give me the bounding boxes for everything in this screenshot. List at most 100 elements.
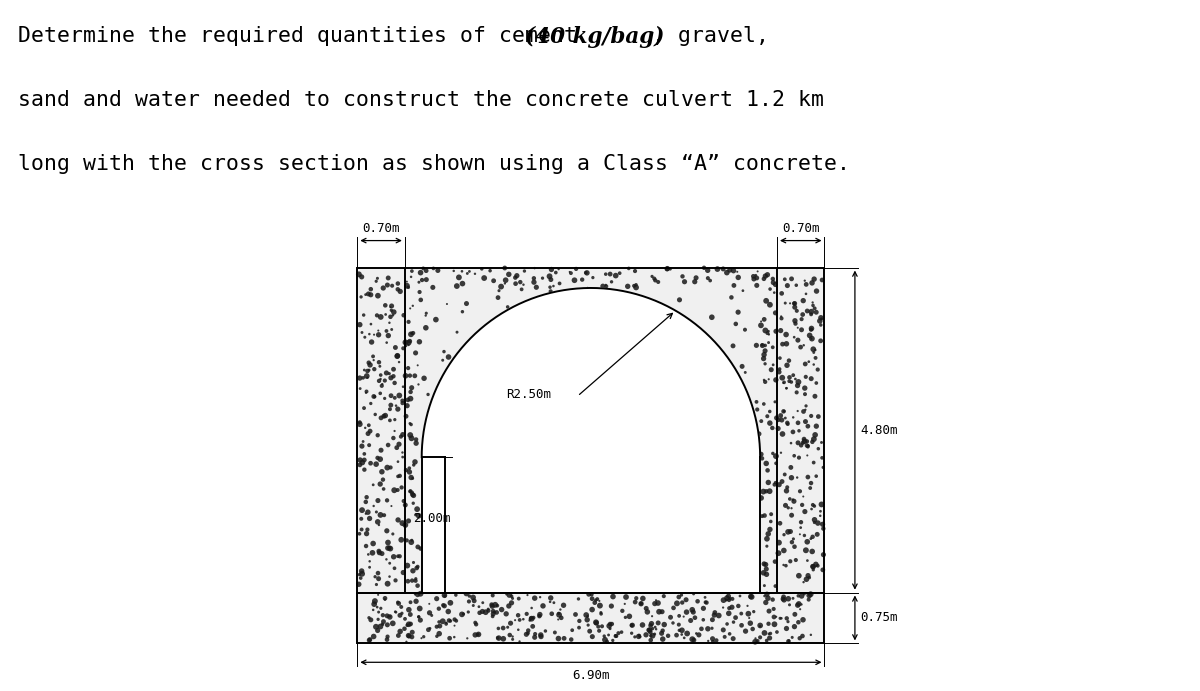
Point bbox=[403, 498, 422, 509]
Point bbox=[797, 436, 816, 447]
Point bbox=[757, 589, 776, 600]
Point bbox=[803, 297, 822, 308]
Point bbox=[388, 350, 407, 361]
Point bbox=[774, 377, 793, 388]
Point bbox=[760, 486, 779, 497]
Point bbox=[653, 634, 672, 645]
Point bbox=[356, 386, 376, 397]
Point bbox=[809, 443, 828, 454]
Point bbox=[814, 565, 833, 576]
Point bbox=[804, 565, 823, 576]
Point bbox=[364, 354, 383, 366]
Point bbox=[466, 630, 485, 641]
Point bbox=[408, 561, 427, 572]
Point bbox=[804, 300, 823, 311]
Point bbox=[739, 612, 758, 623]
Point bbox=[613, 605, 632, 616]
Point bbox=[802, 333, 821, 344]
Point bbox=[480, 265, 499, 276]
Point bbox=[779, 355, 798, 366]
Point bbox=[436, 591, 455, 602]
Point bbox=[796, 275, 815, 286]
Point bbox=[426, 314, 445, 325]
Point bbox=[349, 579, 368, 590]
Point bbox=[798, 421, 817, 432]
Point bbox=[791, 486, 810, 497]
Point bbox=[440, 597, 460, 608]
Point bbox=[814, 549, 833, 560]
Point bbox=[604, 591, 623, 602]
Point bbox=[763, 359, 782, 370]
Point bbox=[389, 404, 408, 415]
Point bbox=[380, 404, 400, 415]
Point bbox=[703, 614, 722, 625]
Point bbox=[757, 540, 776, 551]
Point bbox=[718, 267, 737, 278]
Point bbox=[779, 527, 798, 538]
Point bbox=[361, 284, 380, 295]
Point bbox=[802, 373, 821, 384]
Point bbox=[371, 603, 390, 614]
Point bbox=[565, 275, 584, 286]
Point bbox=[366, 459, 385, 470]
Point bbox=[358, 372, 377, 384]
Point bbox=[578, 283, 598, 294]
Point bbox=[646, 275, 665, 286]
Point bbox=[379, 272, 398, 283]
Point bbox=[652, 628, 671, 639]
Point bbox=[380, 415, 400, 426]
Point bbox=[755, 375, 774, 386]
Point bbox=[353, 441, 372, 452]
Point bbox=[364, 631, 383, 642]
Point bbox=[784, 370, 803, 381]
Point bbox=[410, 287, 430, 298]
Point bbox=[408, 541, 427, 552]
Point bbox=[388, 442, 407, 453]
Point bbox=[784, 533, 803, 545]
Point bbox=[812, 499, 832, 510]
Point bbox=[802, 533, 821, 544]
Point bbox=[804, 561, 823, 572]
Point bbox=[802, 477, 821, 489]
Point bbox=[799, 594, 818, 605]
Point bbox=[703, 636, 722, 647]
Point bbox=[430, 603, 449, 614]
Point bbox=[550, 264, 569, 275]
Point bbox=[486, 599, 505, 610]
Point bbox=[499, 269, 518, 280]
Point bbox=[792, 324, 811, 335]
Point bbox=[595, 634, 614, 645]
Point bbox=[583, 631, 602, 642]
Point bbox=[394, 381, 413, 392]
Point bbox=[546, 267, 565, 278]
Point bbox=[386, 400, 406, 411]
Point bbox=[352, 573, 371, 584]
Point bbox=[368, 273, 388, 284]
Point bbox=[776, 485, 796, 496]
Point bbox=[350, 319, 370, 330]
Point bbox=[608, 627, 628, 638]
Point bbox=[776, 339, 796, 350]
Point bbox=[758, 477, 778, 488]
Point bbox=[544, 281, 563, 292]
Point bbox=[755, 591, 774, 602]
Point bbox=[356, 388, 376, 399]
Point bbox=[785, 302, 804, 313]
Point bbox=[536, 625, 556, 636]
Point bbox=[625, 632, 644, 643]
Point bbox=[791, 522, 810, 533]
Point bbox=[582, 593, 601, 604]
Point bbox=[404, 460, 424, 471]
Point bbox=[382, 372, 401, 384]
Point bbox=[530, 611, 550, 622]
Point bbox=[803, 436, 822, 447]
Point bbox=[371, 388, 390, 399]
Point bbox=[782, 632, 802, 643]
Point bbox=[514, 279, 533, 290]
Point bbox=[391, 601, 410, 612]
Point bbox=[586, 597, 605, 608]
Point bbox=[788, 380, 808, 391]
Text: 0.75m: 0.75m bbox=[860, 612, 898, 625]
Point bbox=[748, 266, 767, 277]
Point bbox=[548, 614, 568, 625]
